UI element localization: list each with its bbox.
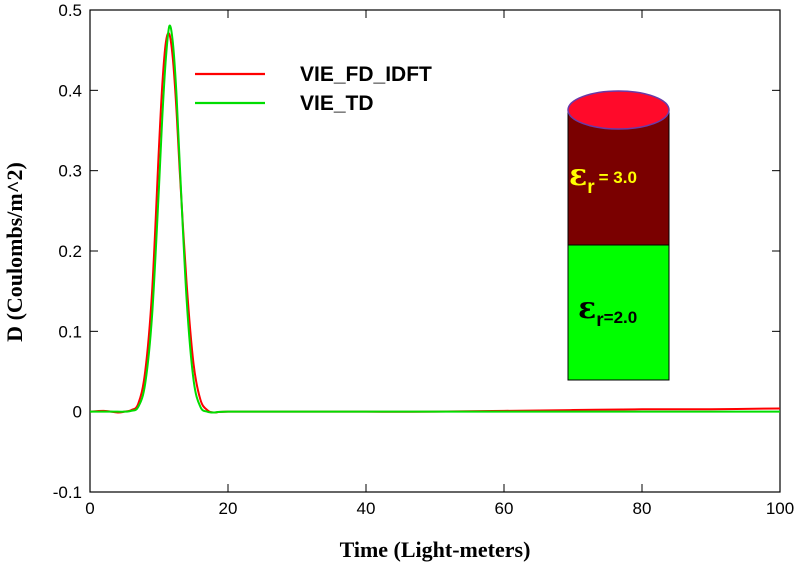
legend-label-vie-td: VIE_TD [300, 92, 374, 115]
y-tick-label: 0 [73, 403, 82, 422]
x-tick-label: 20 [219, 499, 238, 518]
series-line-vie-fd-idft [89, 32, 781, 414]
x-tick-label: 60 [495, 499, 514, 518]
y-tick-label: 0.5 [58, 1, 82, 20]
x-tick-label: 0 [85, 499, 94, 518]
y-tick-label: 0.4 [58, 81, 82, 100]
plot-frame [89, 9, 781, 493]
axis-ticks: 0 20 40 60 80 100-0.100.10.20.30.40.5 [53, 1, 794, 518]
top-permittivity-label: εr = 3.0 [569, 158, 637, 198]
series-line-vie-td [89, 24, 780, 414]
x-tick-label: 80 [633, 499, 652, 518]
legend: VIE_FD_IDFT VIE_TD [195, 63, 432, 115]
cylinder-bottom-section [567, 244, 670, 381]
y-tick-label: 0.1 [58, 322, 82, 341]
cylinder-inset: εr = 3.0 εr=2.0 [567, 90, 670, 381]
x-tick-label: 40 [357, 499, 376, 518]
x-tick-label: 100 [766, 499, 794, 518]
cylinder-cap [567, 90, 670, 130]
legend-label-vie-fd-idft: VIE_FD_IDFT [300, 63, 432, 86]
bottom-permittivity-label: εr=2.0 [578, 291, 637, 331]
y-tick-label: 0.3 [58, 162, 82, 181]
y-tick-label: 0.2 [58, 242, 82, 261]
x-axis-label: Time (Light-meters) [340, 537, 531, 562]
y-axis-label: D (Coulombs/m^2) [2, 162, 27, 342]
series-layer [89, 24, 781, 414]
y-tick-label: -0.1 [53, 483, 82, 502]
